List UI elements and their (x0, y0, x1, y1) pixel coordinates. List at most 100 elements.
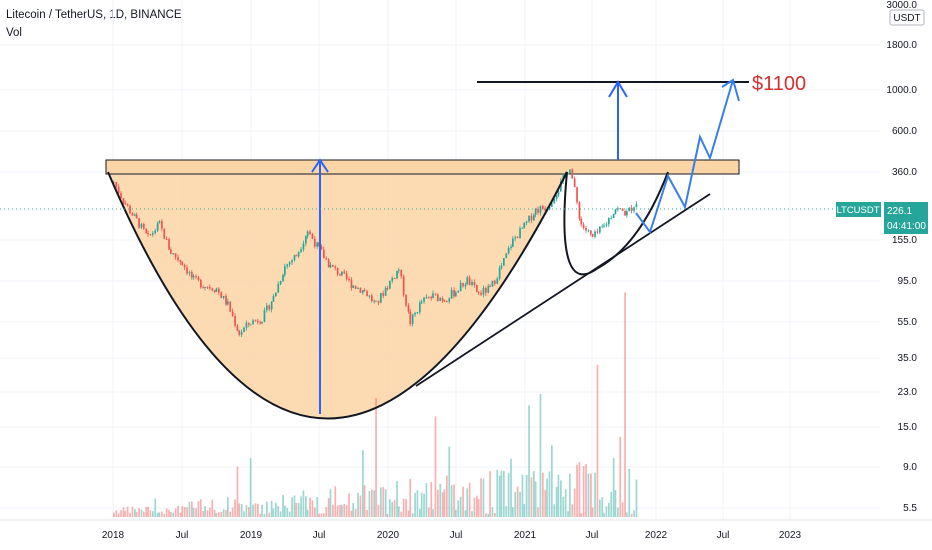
candle-body (635, 204, 638, 208)
candle-body (368, 295, 371, 297)
volume-bar (183, 507, 186, 517)
volume-bar (453, 484, 455, 517)
candle-body (350, 279, 353, 288)
volume-bar (213, 509, 216, 517)
candle-body (487, 285, 490, 293)
volume-bar (252, 504, 254, 517)
candle-body (192, 276, 195, 278)
candle-body (375, 300, 377, 302)
volume-bar (161, 511, 163, 517)
candle-body (432, 293, 434, 298)
volume-bar (496, 469, 499, 517)
candle-body (306, 231, 309, 237)
time-tick: 2023 (779, 530, 802, 541)
volume-bar (614, 490, 617, 517)
volume-bar (302, 490, 305, 517)
volume-bar (254, 503, 257, 517)
volume-bar (124, 510, 127, 517)
volume-bar (630, 513, 633, 517)
price-axis[interactable]: 3000.0 USDT 1800.0 1000.0 600.0 360.0 15… (886, 0, 925, 514)
candle-body (448, 298, 451, 302)
volume-bar (534, 481, 537, 517)
candle-body (359, 287, 362, 293)
volume-bar (599, 499, 601, 517)
volume-bar (329, 489, 332, 517)
volume-bar (605, 506, 608, 517)
volume-bar (612, 458, 615, 517)
candle-body (498, 268, 501, 279)
volume-bar (131, 506, 134, 517)
volume-bar (268, 512, 271, 517)
candle-body (380, 293, 382, 303)
volume-bar (464, 510, 467, 517)
volume-bar (345, 505, 348, 517)
volume-bar (172, 512, 175, 517)
volume-bar (591, 507, 594, 517)
time-tick: 2018 (102, 530, 125, 541)
price-tick: 5.5 (903, 503, 917, 514)
volume-bar (134, 509, 136, 517)
volume-bar (282, 494, 284, 517)
candle-body (149, 234, 152, 236)
candle-body (188, 272, 191, 274)
volume-bar (277, 505, 280, 517)
candle-body (206, 286, 209, 288)
candle-body (295, 255, 298, 257)
volume-bar (147, 506, 149, 517)
candle-body (286, 264, 289, 267)
candle-body (215, 288, 218, 292)
volume-bar (557, 474, 560, 517)
candle-body (266, 305, 268, 311)
volume-bar (135, 512, 138, 517)
volume-bar (362, 450, 364, 517)
candle-body (580, 218, 583, 225)
candle-body (366, 291, 368, 297)
candle-body (279, 281, 282, 285)
candle-body (288, 262, 291, 265)
candle-body (396, 270, 398, 279)
candle-body (197, 277, 200, 280)
volume-bar (384, 489, 387, 517)
candle-body (343, 271, 346, 274)
candle-body (507, 247, 510, 254)
candle-body (211, 288, 214, 291)
volume-bar (195, 508, 197, 517)
volume-bar (202, 510, 205, 517)
volume-bar (407, 510, 410, 517)
candle-body (398, 269, 400, 271)
candle-body (464, 284, 467, 287)
volume-bar (284, 505, 286, 517)
candle-body (341, 271, 343, 276)
time-tick: 2019 (240, 530, 263, 541)
volume-bar (505, 506, 508, 517)
candle-body (525, 221, 528, 223)
candle-body (523, 222, 526, 228)
currency-badge[interactable] (889, 9, 925, 26)
volume-bar (192, 507, 195, 517)
candle-body (229, 301, 232, 312)
volume-bar (468, 482, 471, 517)
candle-body (213, 290, 216, 292)
last-price-marker[interactable]: LTCUSDT 226.1 04:41:00 (836, 202, 928, 234)
candle-body (519, 228, 521, 239)
candle-body (407, 305, 410, 312)
volume-bar (375, 398, 377, 517)
candle-body (293, 255, 296, 261)
volume-bar (263, 513, 266, 517)
candle-body (571, 169, 574, 179)
candle-body (352, 285, 355, 288)
volume-bar (494, 513, 496, 517)
volume-bar (354, 508, 357, 517)
volume-bar (396, 480, 398, 517)
price-candles (113, 167, 638, 338)
volume-bar (567, 511, 569, 517)
volume-bar (122, 507, 125, 517)
volume-bar (266, 501, 268, 517)
cup-curve (107, 171, 568, 420)
candle-body (514, 237, 517, 239)
volume-bar (548, 471, 551, 517)
volume-bar (343, 503, 346, 517)
candle-body (129, 205, 131, 214)
price-tick: 9.0 (903, 462, 917, 473)
